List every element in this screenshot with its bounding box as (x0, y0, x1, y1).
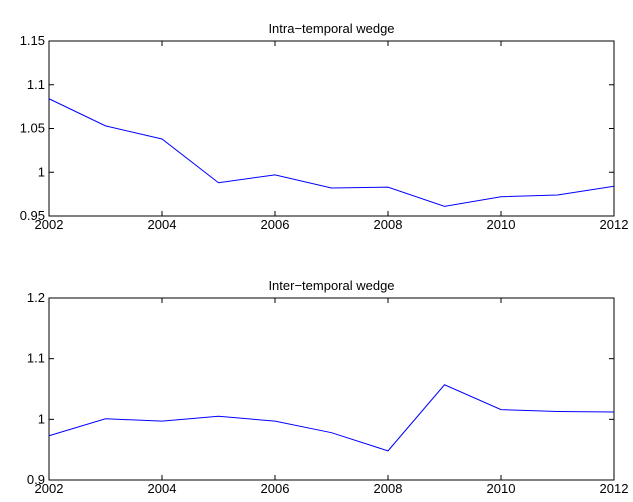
x-tick-label: 2012 (600, 217, 629, 232)
y-tick-label: 1.2 (27, 290, 45, 305)
y-tick-label: 1.15 (20, 33, 45, 48)
x-tick-label: 2002 (35, 481, 64, 496)
x-tick-label: 2010 (487, 481, 516, 496)
data-line (48, 384, 615, 452)
x-tick-label: 2012 (600, 481, 629, 496)
x-tick-label: 2004 (148, 217, 177, 232)
x-tick-label: 2008 (374, 217, 403, 232)
y-tick-label: 1 (38, 411, 45, 426)
x-tick-label: 2006 (261, 217, 290, 232)
chart-title: Intra−temporal wedge (268, 21, 394, 36)
axes-box (48, 40, 615, 217)
x-tick-label: 2004 (148, 481, 177, 496)
x-tick-label: 2010 (487, 217, 516, 232)
x-tick-label: 2002 (35, 217, 64, 232)
data-line (48, 98, 615, 207)
y-tick-label: 1 (38, 164, 45, 179)
y-tick-label: 0.9 (27, 472, 45, 487)
chart-title: Inter−temporal wedge (268, 278, 394, 293)
x-tick-label: 2006 (261, 481, 290, 496)
x-tick-label: 2008 (374, 481, 403, 496)
y-tick-label: 1.05 (20, 121, 45, 136)
y-tick-label: 0.95 (20, 208, 45, 223)
y-tick-label: 1.1 (27, 77, 45, 92)
axes-box (48, 297, 615, 481)
y-tick-label: 1.1 (27, 351, 45, 366)
